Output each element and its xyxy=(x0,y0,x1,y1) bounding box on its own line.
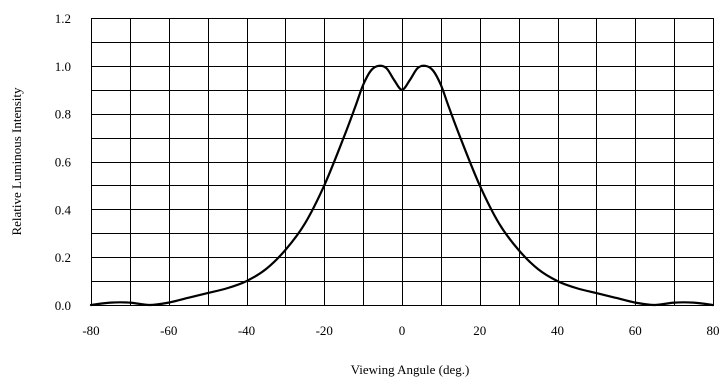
y-tick-label: 0.4 xyxy=(55,202,72,217)
plot-area-frame xyxy=(91,18,714,306)
y-tick-label: 0.0 xyxy=(55,298,71,313)
y-axis-label: Relative Luminous Intensity xyxy=(9,87,24,236)
x-tick-label: -80 xyxy=(82,323,99,338)
series-line xyxy=(89,64,715,307)
x-tick-label: -20 xyxy=(316,323,333,338)
y-axis-ticks: 0.0 0.2 0.4 0.6 0.8 1.0 1.2 xyxy=(55,11,72,313)
x-tick-label: 0 xyxy=(399,323,406,338)
x-tick-label: 20 xyxy=(473,323,486,338)
x-tick-label: 40 xyxy=(551,323,564,338)
x-tick-label: 60 xyxy=(629,323,642,338)
x-tick-label: -40 xyxy=(238,323,255,338)
y-tick-label: 0.2 xyxy=(55,250,71,265)
y-tick-label: 0.6 xyxy=(55,155,72,170)
x-tick-label: 80 xyxy=(707,323,720,338)
y-tick-label: 0.8 xyxy=(55,107,71,122)
x-tick-label: -60 xyxy=(160,323,177,338)
grid xyxy=(91,18,714,306)
x-axis-ticks: -80 -60 -40 -20 0 20 40 60 80 xyxy=(82,323,719,338)
y-tick-label: 1.0 xyxy=(55,59,71,74)
x-axis-label: Viewing Angule (deg.) xyxy=(351,362,470,377)
y-tick-label: 1.2 xyxy=(55,11,71,26)
